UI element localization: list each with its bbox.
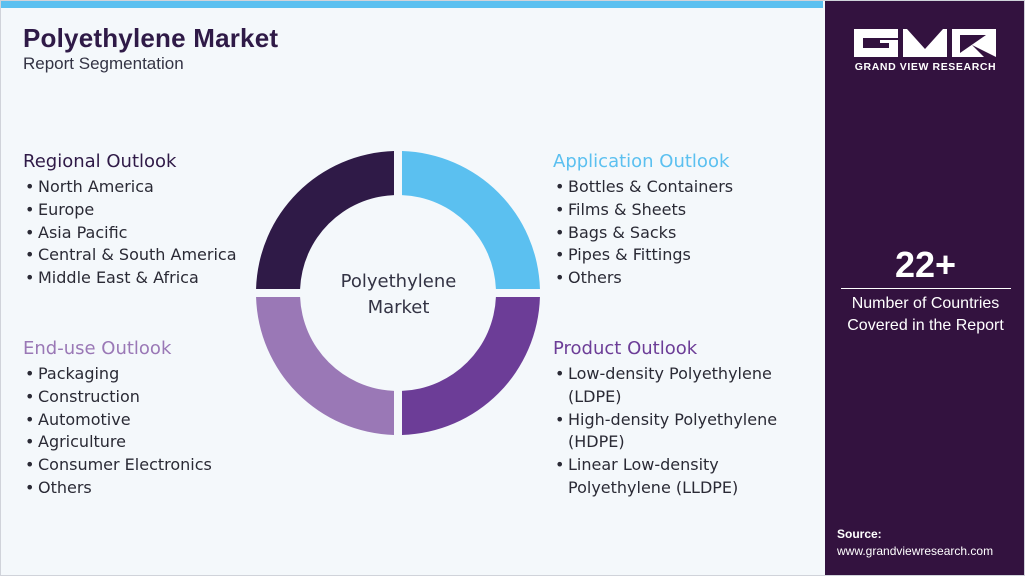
list-item: Middle East & Africa [23,267,237,290]
top-accent-bar [1,1,823,8]
segmentation-donut [256,151,540,435]
list-item-continuation: (LDPE) [568,386,622,406]
stat-divider [841,288,1011,289]
country-count: 22+ [894,244,957,285]
product-outlook-heading: Product Outlook [553,338,698,359]
application-outlook-section: Application Outlook Bottles & Containers… [553,151,733,290]
list-item: Others [23,477,212,500]
list-item: Packaging [23,363,212,386]
caption-line-2: Covered in the Report [847,317,1004,334]
product-outlook-list: Low-density Polyethylene (LDPE) High-den… [553,363,777,500]
list-item: Asia Pacific [23,222,237,245]
list-item: Consumer Electronics [23,454,212,477]
list-item: Linear Low-density [553,454,777,477]
list-item: Automotive [23,409,212,432]
application-outlook-list: Bottles & Containers Films & Sheets Bags… [553,176,733,290]
list-item: Films & Sheets [553,199,733,222]
page-subtitle: Report Segmentation [23,54,184,73]
source-url[interactable]: www.grandviewresearch.com [837,544,994,558]
list-item-continuation: Polyethylene (LLDPE) [568,477,739,497]
list-item: High-density Polyethylene [553,409,777,432]
list-item: Bags & Sacks [553,222,733,245]
source-label: Source: [837,527,882,541]
page-title: Polyethylene Market [23,23,279,53]
enduse-outlook-section: End-use Outlook Packaging Construction A… [23,338,212,500]
list-item: Pipes & Fittings [553,244,733,267]
application-outlook-heading: Application Outlook [553,151,730,172]
list-item: Construction [23,386,212,409]
list-item: Bottles & Containers [553,176,733,199]
grand-view-research-logo [854,29,996,57]
list-item-continuation: (HDPE) [568,432,625,452]
list-item: Low-density Polyethylene [553,363,777,386]
list-item: North America [23,176,237,199]
caption-line-1: Number of Countries [851,295,1000,312]
enduse-segment [256,296,395,435]
regional-outlook-list: North America Europe Asia Pacific Centra… [23,176,237,290]
product-segment [401,296,540,435]
regional-outlook-section: Regional Outlook North America Europe As… [23,151,237,290]
regional-outlook-heading: Regional Outlook [23,151,177,172]
enduse-outlook-heading: End-use Outlook [23,338,172,359]
enduse-outlook-list: Packaging Construction Automotive Agricu… [23,363,212,500]
donut-center-label: Polyethylene Market [340,271,457,318]
country-count-caption: Number of Countries Covered in the Repor… [825,293,1024,337]
application-segment [401,151,540,290]
list-item: Others [553,267,733,290]
list-item: Europe [23,199,237,222]
regional-segment [256,151,395,290]
brand-name: GRAND VIEW RESEARCH [854,61,997,73]
list-item: Agriculture [23,431,212,454]
product-outlook-section: Product Outlook Low-density Polyethylene… [553,338,777,500]
list-item: Central & South America [23,244,237,267]
